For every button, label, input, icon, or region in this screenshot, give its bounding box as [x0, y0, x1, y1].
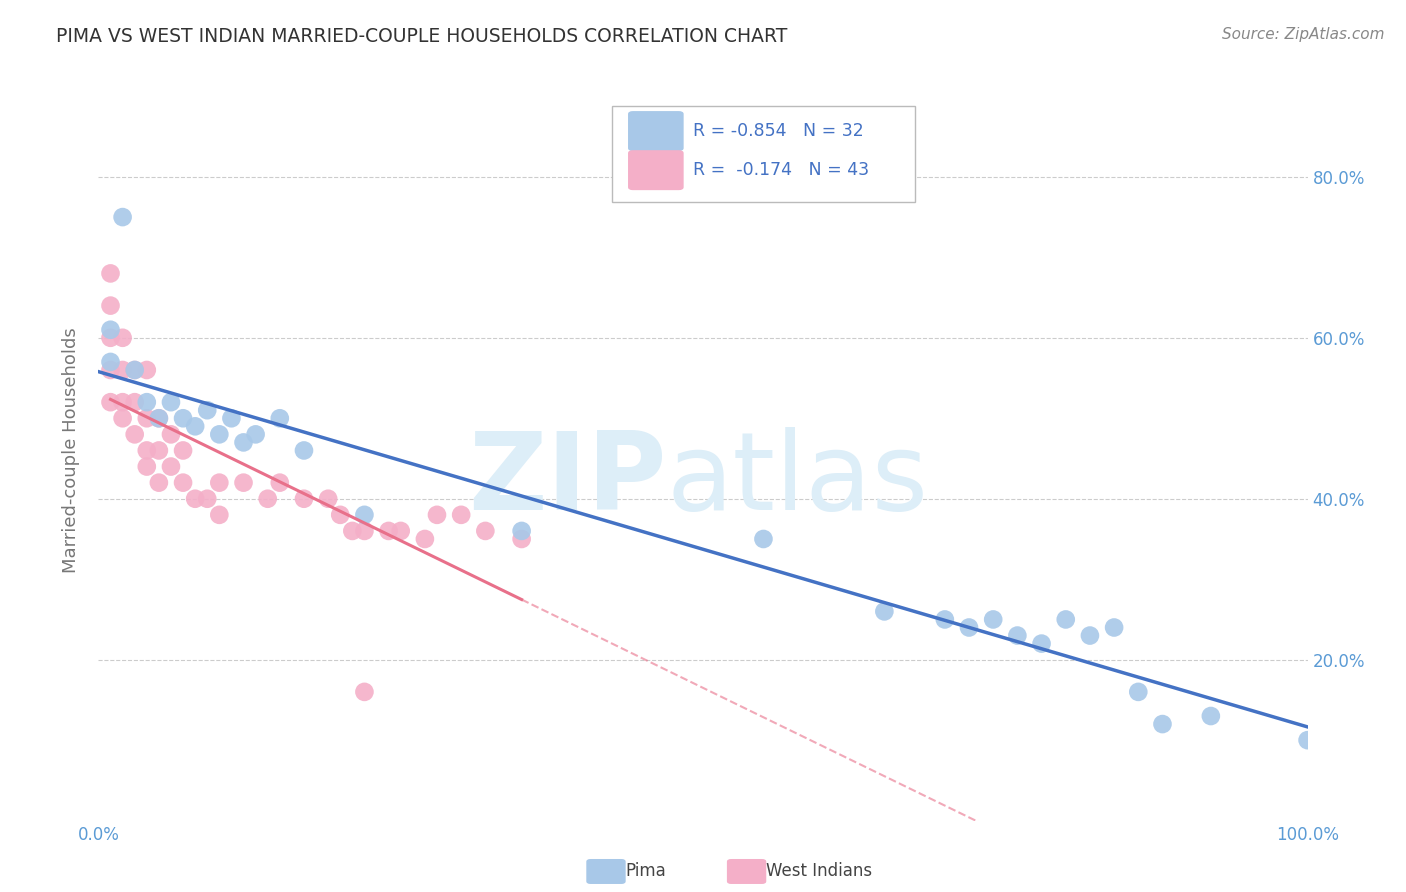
Point: [124, 363, 146, 377]
Text: Pima: Pima: [626, 863, 666, 880]
Point: [1054, 612, 1077, 626]
Point: [353, 508, 375, 522]
Text: R =  -0.174   N = 43: R = -0.174 N = 43: [693, 161, 869, 179]
Point: [981, 612, 1004, 626]
Point: [160, 427, 183, 442]
Text: □: □: [595, 858, 619, 881]
Point: [148, 411, 170, 425]
Point: [256, 491, 278, 506]
Point: [245, 427, 267, 442]
Text: R = -0.854   N = 32: R = -0.854 N = 32: [693, 122, 865, 140]
Point: [957, 620, 980, 634]
Point: [100, 267, 122, 281]
Point: [100, 299, 122, 313]
Point: [510, 524, 533, 538]
Text: atlas: atlas: [666, 427, 929, 533]
Point: [316, 491, 339, 506]
FancyBboxPatch shape: [628, 150, 683, 190]
Point: [100, 323, 122, 337]
Point: [269, 475, 291, 490]
Point: [124, 363, 146, 377]
Point: [208, 475, 231, 490]
Text: West Indians: West Indians: [766, 863, 872, 880]
Point: [148, 443, 170, 458]
Point: [100, 363, 122, 377]
Point: [172, 475, 194, 490]
Point: [208, 427, 231, 442]
Point: [172, 411, 194, 425]
Point: [232, 435, 254, 450]
Point: [292, 491, 315, 506]
Point: [111, 210, 134, 224]
Point: [1007, 628, 1029, 642]
Point: [269, 411, 291, 425]
Point: [934, 612, 956, 626]
Text: Source: ZipAtlas.com: Source: ZipAtlas.com: [1222, 27, 1385, 42]
Point: [160, 395, 183, 409]
Point: [135, 395, 157, 409]
Point: [353, 685, 375, 699]
Point: [342, 524, 364, 538]
Point: [135, 411, 157, 425]
Point: [111, 331, 134, 345]
Point: [389, 524, 412, 538]
Point: [1031, 637, 1053, 651]
Point: [292, 443, 315, 458]
Point: [172, 443, 194, 458]
Point: [413, 532, 436, 546]
Point: [1152, 717, 1174, 731]
Point: [100, 395, 122, 409]
Point: [135, 443, 157, 458]
Point: [510, 532, 533, 546]
Point: [329, 508, 352, 522]
Point: [100, 355, 122, 369]
Point: [148, 475, 170, 490]
Point: [111, 395, 134, 409]
Point: [195, 491, 218, 506]
Point: [111, 411, 134, 425]
FancyBboxPatch shape: [628, 112, 683, 151]
Point: [377, 524, 399, 538]
Point: [450, 508, 472, 522]
Point: [135, 363, 157, 377]
Point: [1128, 685, 1150, 699]
Point: [353, 524, 375, 538]
Point: [160, 459, 183, 474]
Point: [1199, 709, 1222, 723]
Point: [1102, 620, 1125, 634]
Point: [232, 475, 254, 490]
Point: [752, 532, 775, 546]
Point: [208, 508, 231, 522]
Point: [1296, 733, 1319, 747]
Point: [148, 411, 170, 425]
Point: [195, 403, 218, 417]
Point: [1078, 628, 1101, 642]
Point: [873, 604, 896, 618]
FancyBboxPatch shape: [613, 106, 915, 202]
Point: [426, 508, 449, 522]
Text: ZIP: ZIP: [468, 427, 666, 533]
Point: [124, 427, 146, 442]
Point: [124, 395, 146, 409]
Y-axis label: Married-couple Households: Married-couple Households: [62, 327, 80, 574]
Point: [474, 524, 496, 538]
Point: [100, 331, 122, 345]
Text: PIMA VS WEST INDIAN MARRIED-COUPLE HOUSEHOLDS CORRELATION CHART: PIMA VS WEST INDIAN MARRIED-COUPLE HOUSE…: [56, 27, 787, 45]
Point: [111, 363, 134, 377]
Point: [221, 411, 243, 425]
Point: [184, 419, 207, 434]
Point: [135, 459, 157, 474]
Point: [184, 491, 207, 506]
